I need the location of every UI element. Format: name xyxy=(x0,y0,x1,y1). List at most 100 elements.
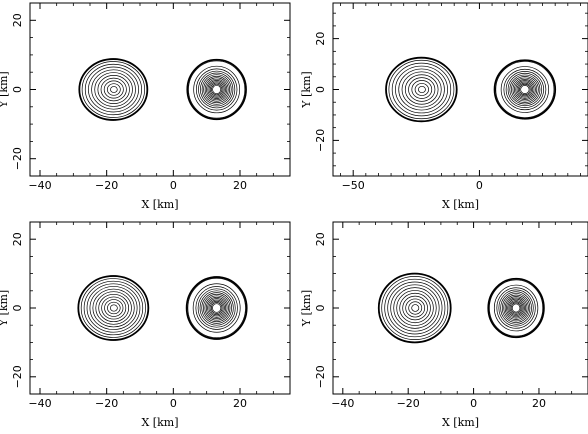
panel-3: −40 −20 0 20 −20 0 20 X [km] Y [km] xyxy=(0,221,291,429)
y-axis-label: Y [km] xyxy=(300,290,313,327)
x-axis-label: X [km] xyxy=(141,198,178,211)
contour-level xyxy=(212,84,222,95)
contour-level xyxy=(504,296,528,320)
contour-level xyxy=(402,295,428,321)
contour-level xyxy=(405,298,426,318)
right-star-contours xyxy=(186,58,247,121)
x-tick-label: −20 xyxy=(397,397,420,410)
panel-1: −40 −20 0 20 −20 0 20 X [km] Y [km] xyxy=(0,2,291,211)
contour-level xyxy=(103,80,124,99)
x-tick-label: −20 xyxy=(95,179,118,192)
contour-level xyxy=(84,63,142,116)
contour-level xyxy=(511,303,521,313)
contour-level xyxy=(95,291,132,325)
outer-contour xyxy=(77,275,150,341)
right-star-contours xyxy=(185,276,248,340)
left-star-contours xyxy=(78,58,149,121)
contour-level xyxy=(192,283,241,333)
contour-level xyxy=(503,294,529,322)
contour-level xyxy=(210,302,223,314)
contour-level xyxy=(508,300,524,316)
contour-level xyxy=(404,74,439,105)
contour-level xyxy=(418,85,426,94)
plot-frame xyxy=(332,2,588,177)
contour-level xyxy=(503,68,547,111)
contour-level xyxy=(498,289,534,327)
contour-level xyxy=(98,293,130,323)
contour-level xyxy=(411,304,420,312)
contour-level xyxy=(198,70,236,109)
contour-level xyxy=(414,83,429,96)
contour-level xyxy=(512,77,538,102)
contour-level xyxy=(195,68,238,111)
contour-level xyxy=(110,86,118,93)
y-tick-label: 20 xyxy=(11,13,24,27)
contour-level xyxy=(204,77,229,102)
x-axis-label: X [km] xyxy=(442,416,479,429)
right-star-contours xyxy=(493,59,557,120)
x-tick-label: 0 xyxy=(470,397,477,410)
contour-level xyxy=(395,65,448,114)
contour-level xyxy=(91,69,136,110)
left-star-contours xyxy=(77,275,150,341)
outer-contour xyxy=(385,56,458,123)
contour-level xyxy=(396,290,434,326)
contour-level xyxy=(501,293,531,323)
x-tick-label: −40 xyxy=(28,397,51,410)
contour-level xyxy=(489,279,544,337)
left-star-contours xyxy=(385,56,458,123)
x-tick-label: −40 xyxy=(28,179,51,192)
y-tick-label: 0 xyxy=(11,86,24,93)
x-tick-label: 0 xyxy=(170,397,177,410)
y-tick-label: 0 xyxy=(314,86,327,93)
contour-level xyxy=(104,299,124,317)
y-tick-label: 20 xyxy=(314,232,327,246)
plot-frame xyxy=(332,221,588,395)
x-tick-label: −50 xyxy=(342,179,365,192)
y-tick-label: −20 xyxy=(11,147,24,170)
contour-level xyxy=(507,72,543,107)
contour-level xyxy=(496,287,536,329)
contour-level xyxy=(500,66,549,113)
contour-level xyxy=(100,77,127,102)
plot-frame xyxy=(29,2,291,177)
contour-level xyxy=(517,82,532,97)
panel-2: −50 0 −20 0 20 X [km] Y [km] xyxy=(300,2,588,211)
contour-level xyxy=(199,290,234,326)
contour-level xyxy=(493,284,539,332)
contour-level xyxy=(195,286,238,330)
contour-level xyxy=(207,80,226,99)
contour-level xyxy=(110,304,118,312)
contour-level xyxy=(399,292,431,324)
right-star-contours xyxy=(487,277,545,339)
contour-level xyxy=(388,59,455,120)
contour-level xyxy=(86,283,141,333)
outer-contour xyxy=(78,58,149,121)
y-tick-label: −20 xyxy=(11,365,24,388)
contour-level xyxy=(515,80,535,99)
contour-level xyxy=(83,280,144,336)
contour-level xyxy=(519,83,531,96)
y-axis-label: Y [km] xyxy=(300,71,313,108)
contour-level xyxy=(393,287,437,329)
contour-level xyxy=(206,78,228,101)
contour-level xyxy=(88,66,139,113)
contour-level xyxy=(107,301,121,315)
contour-level xyxy=(188,60,246,119)
contour-level xyxy=(201,292,232,324)
contour-level xyxy=(201,74,232,105)
contour-level xyxy=(510,302,522,314)
x-tick-label: 20 xyxy=(233,179,247,192)
outer-contour xyxy=(377,272,452,344)
contour-level xyxy=(203,75,231,104)
contour-level xyxy=(209,82,224,97)
contour-level xyxy=(507,298,525,318)
contour-level xyxy=(208,299,225,317)
contour-level xyxy=(205,296,228,320)
contour-level xyxy=(390,284,440,332)
contour-level xyxy=(208,81,225,98)
contour-level xyxy=(408,301,423,315)
contour-level xyxy=(197,288,236,328)
contour-level xyxy=(106,83,121,96)
